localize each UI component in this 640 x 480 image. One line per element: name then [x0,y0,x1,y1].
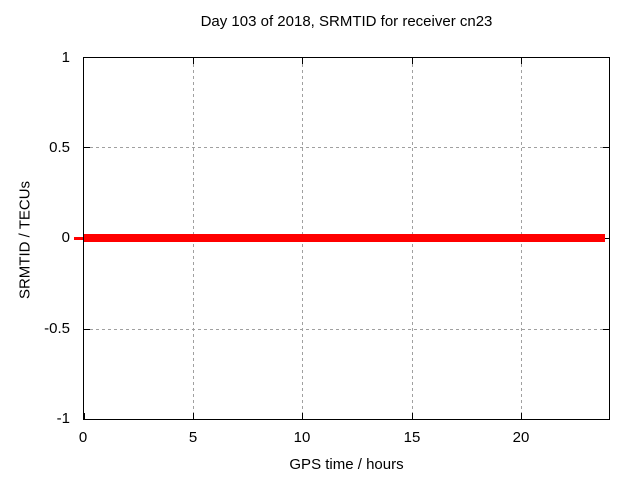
y-tick-label: 0.5 [49,139,70,156]
x-tick-top-15 [412,58,413,64]
y-tick-label: 0 [61,229,70,246]
x-tick-10 [302,413,303,419]
chart-title: Day 103 of 2018, SRMTID for receiver cn2… [200,13,493,30]
y-tick-right-0p5 [603,147,609,148]
y-tick-right-0 [603,238,609,239]
x-tick-label: 0 [78,429,88,446]
y-tick-right-m0p5 [603,329,609,330]
x-tick-top-10 [302,58,303,64]
data-line-cap [74,237,83,240]
x-tick-label: 10 [293,429,311,446]
y-axis-label: SRMTID / TECUs [16,180,34,300]
x-tick-label: 5 [188,429,198,446]
y-tick-label: -0.5 [44,320,70,337]
x-tick-0 [84,413,85,419]
plot-area [74,57,610,420]
x-tick-15 [412,413,413,419]
data-line [84,234,605,242]
y-tick-m0p5 [84,329,90,330]
gridline-ym0p5 [84,329,609,330]
x-axis-label: GPS time / hours [289,456,404,473]
x-tick-top-20 [521,58,522,64]
x-tick-label: 15 [403,429,421,446]
x-tick-label: 20 [512,429,530,446]
gridline-y0p5 [84,147,609,148]
x-tick-5 [193,413,194,419]
y-tick-0p5 [84,147,90,148]
x-tick-top-5 [193,58,194,64]
y-tick-label: -1 [56,410,70,427]
y-tick-label: 1 [61,49,70,66]
x-tick-20 [521,413,522,419]
